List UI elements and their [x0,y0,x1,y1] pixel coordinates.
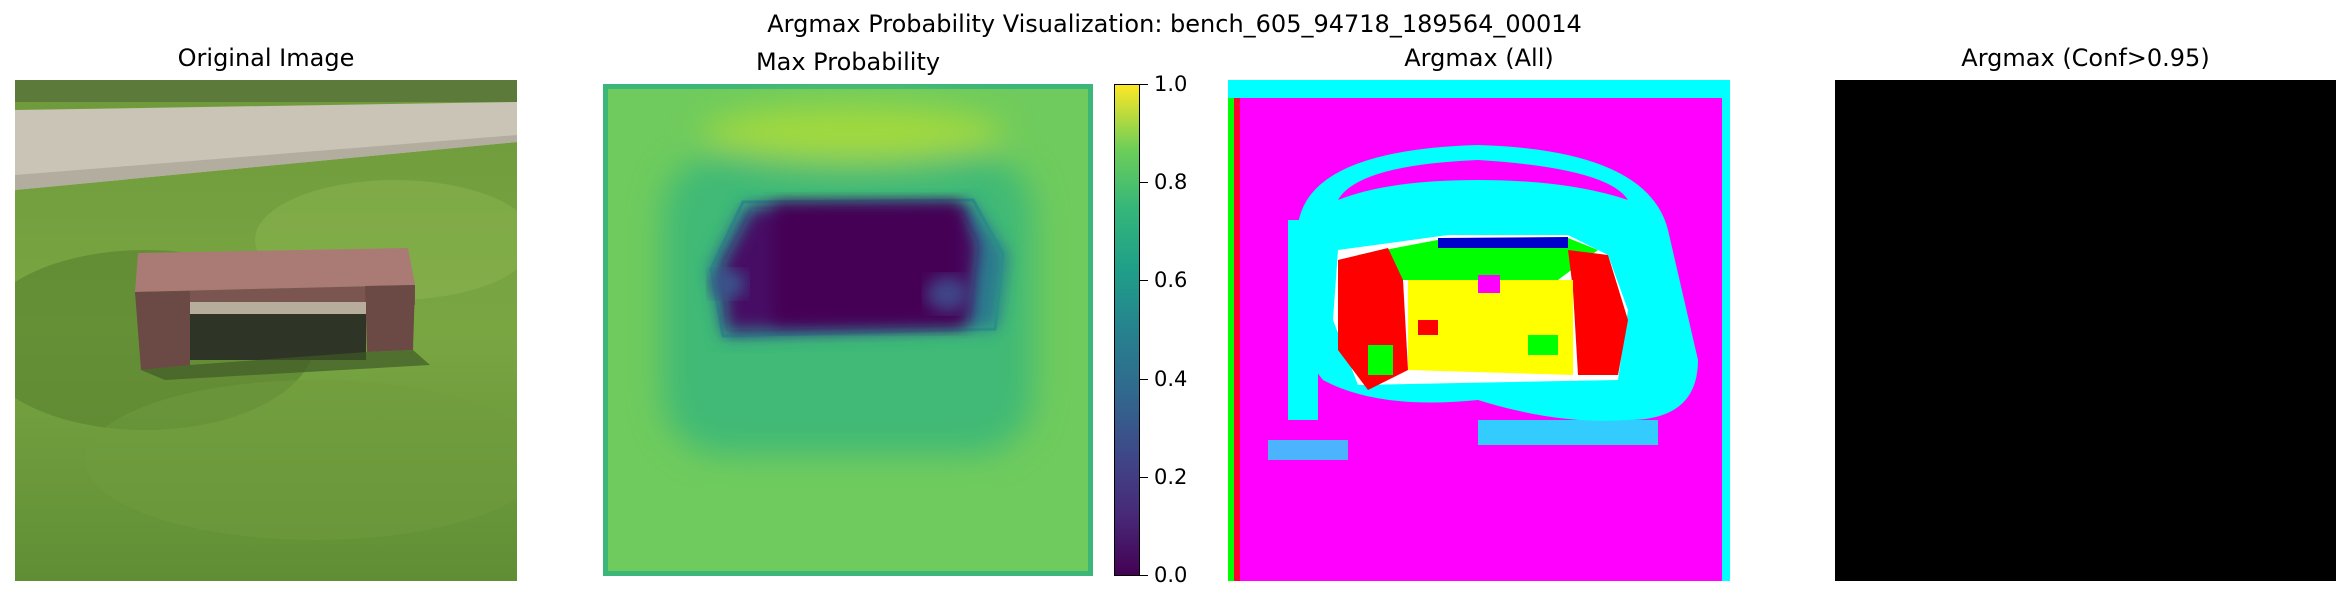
colorbar [1114,84,1140,576]
colorbar-tick-label: 1.0 [1154,72,1188,96]
max-probability-heatmap [603,84,1093,576]
colorbar-tick-label: 0.2 [1154,465,1188,489]
colorbar-tick-label: 0.8 [1154,170,1188,194]
colorbar-tick-marks [1140,84,1148,576]
figure-title: Argmax Probability Visualization: bench_… [767,10,1582,38]
panel-title-argmax-all: Argmax (All) [1404,44,1554,72]
argmax-all-segmentation [1228,80,1730,581]
panel-title-max-prob: Max Probability [755,48,941,76]
panel-title-original: Original Image [177,44,355,72]
colorbar-tick-label: 0.4 [1154,367,1188,391]
colorbar-tick-label: 0.6 [1154,268,1188,292]
colorbar-tick-label: 0.0 [1154,563,1188,587]
original-image [15,80,517,581]
argmax-conf-segmentation [1835,80,2336,581]
panel-title-argmax-conf: Argmax (Conf>0.95) [1961,44,2210,72]
